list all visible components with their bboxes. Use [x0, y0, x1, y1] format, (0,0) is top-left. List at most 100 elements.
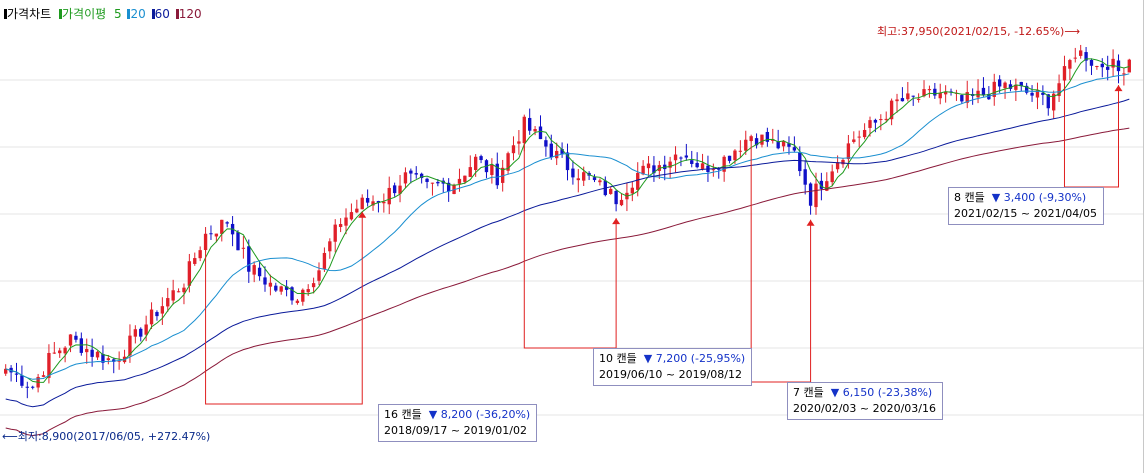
- candle-body-45: [247, 246, 251, 272]
- candle-body-135: [733, 150, 737, 161]
- candle-body-59: [322, 252, 327, 269]
- candle-body-26: [144, 324, 148, 335]
- candle-body-149: [808, 183, 813, 206]
- candle-body-204: [1106, 66, 1110, 70]
- candle-body-72: [392, 185, 397, 194]
- candle-body-36: [198, 250, 202, 259]
- candle-body-207: [1122, 73, 1126, 75]
- high-price-text: 최고:37,950(2021/02/15, -12.65%): [877, 25, 1065, 38]
- candle-body-16: [90, 349, 94, 357]
- candle-body-65: [355, 208, 359, 213]
- candle-body-27: [149, 309, 154, 325]
- ma60-line: [5, 98, 1130, 408]
- candle-body-180: [976, 90, 980, 98]
- candle-body-127: [690, 160, 694, 164]
- candle-body-159: [862, 129, 867, 138]
- candle-body-208: [1127, 59, 1131, 73]
- candle-body-156: [846, 143, 851, 160]
- candle-body-85: [463, 175, 467, 182]
- candle-body-55: [301, 289, 305, 302]
- candle-body-169: [916, 98, 921, 100]
- candle-body-40: [220, 219, 224, 234]
- candle-body-164: [889, 100, 894, 120]
- candle-body-166: [900, 98, 905, 102]
- candle-body-21: [117, 360, 121, 362]
- candle-body-190: [1030, 92, 1034, 96]
- candle-body-80: [436, 181, 440, 184]
- candle-body-110: [598, 180, 602, 183]
- candle-body-82: [446, 182, 451, 192]
- candle-body-11: [63, 347, 67, 354]
- candle-body-15: [85, 349, 89, 353]
- candle-body-148: [803, 169, 807, 185]
- annot-4-candles: 8 캔들: [954, 191, 985, 204]
- candle-body-60: [328, 241, 332, 252]
- candle-body-78: [425, 178, 429, 182]
- annot-3-range: 2020/02/03 ~ 2020/03/16: [793, 402, 937, 415]
- candle-body-173: [938, 92, 942, 99]
- candle-body-12: [68, 334, 73, 346]
- candle-body-61: [333, 224, 337, 242]
- candle-body-73: [398, 185, 402, 194]
- candle-body-160: [868, 120, 872, 128]
- candle-body-50: [274, 285, 278, 291]
- candle-body-184: [997, 79, 1002, 87]
- legend-ma120: 120: [178, 7, 202, 21]
- candle-body-95: [517, 141, 521, 144]
- candle-body-152: [825, 181, 829, 191]
- candle-body-198: [1073, 57, 1077, 59]
- annot-1-range: 2018/09/17 ~ 2019/01/02: [384, 424, 528, 437]
- annot-2-drop: 7,200 (-25,95%): [655, 352, 746, 365]
- candle-body-194: [1051, 93, 1056, 111]
- candle-body-206: [1116, 60, 1121, 72]
- candle-body-0: [4, 368, 8, 374]
- candle-body-48: [263, 277, 267, 285]
- candle-body-43: [236, 232, 240, 251]
- candle-body-150: [814, 183, 818, 208]
- candle-body-172: [933, 88, 937, 96]
- candle-body-136: [738, 150, 743, 152]
- annot-2-range: 2019/06/10 ~ 2019/08/12: [599, 368, 743, 381]
- candle-body-102: [555, 150, 559, 159]
- candle-body-139: [754, 138, 759, 146]
- candle-body-153: [830, 171, 834, 183]
- candle-body-119: [646, 163, 651, 169]
- low-price-text: 최저:8,900(2017/06/05, +272.47%): [17, 430, 211, 443]
- candle-body-52: [284, 286, 289, 290]
- down-triangle-icon: ▼: [643, 352, 653, 365]
- annot-3-drop: 6,150 (-23,38%): [842, 386, 933, 399]
- candle-body-137: [744, 139, 748, 151]
- candle-body-116: [630, 187, 634, 194]
- candle-body-76: [414, 173, 418, 175]
- candle-body-75: [409, 170, 413, 174]
- candle-body-32: [176, 291, 181, 293]
- candle-body-87: [473, 156, 478, 170]
- candle-body-84: [457, 178, 462, 184]
- candle-body-185: [1003, 82, 1007, 89]
- candle-body-97: [528, 117, 532, 131]
- candle-body-161: [873, 119, 878, 123]
- candle-body-4: [25, 386, 29, 388]
- candle-body-88: [479, 156, 483, 161]
- candle-body-146: [792, 147, 797, 151]
- candle-body-5: [31, 386, 35, 388]
- candle-body-132: [717, 168, 721, 170]
- candle-body-143: [776, 141, 780, 149]
- candle-body-92: [501, 167, 505, 183]
- candle-body-165: [895, 99, 899, 102]
- candle-body-134: [727, 155, 732, 161]
- candle-body-112: [609, 188, 613, 194]
- candle-body-131: [711, 169, 716, 171]
- candle-body-104: [565, 152, 570, 171]
- candle-body-19: [106, 358, 111, 361]
- candle-body-170: [922, 89, 926, 97]
- ma5-line: [5, 58, 1130, 383]
- annot-1-candles: 16 캔들: [384, 408, 422, 421]
- candle-body-187: [1014, 84, 1018, 90]
- candle-body-44: [241, 247, 246, 249]
- candle-body-93: [506, 153, 510, 171]
- drawdown-bracket-3: [750, 138, 812, 383]
- low-price-label: ⟵최저:8,900(2017/06/05, +272.47%): [2, 428, 210, 444]
